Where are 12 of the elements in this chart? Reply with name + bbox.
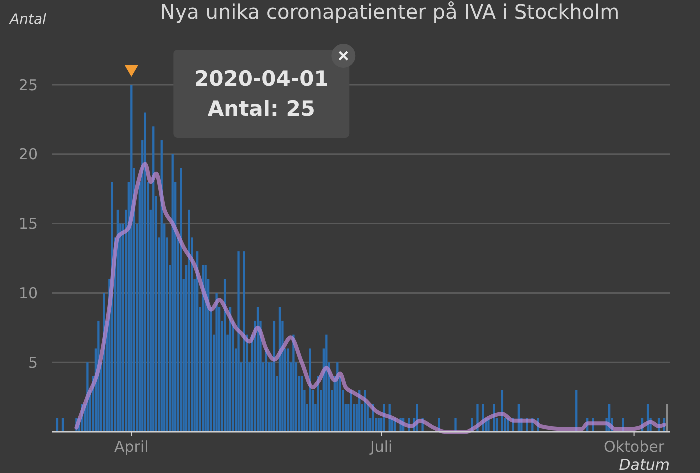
y-tick-label: 25 — [18, 76, 38, 94]
y-tick-label: 15 — [18, 215, 38, 234]
x-axis-title: Datum — [619, 456, 670, 473]
y-tick-label: 10 — [18, 284, 38, 302]
annotation: 2020-04-01 Antal: 25 — [194, 67, 329, 121]
x-tick-label: Oktober — [604, 438, 666, 456]
x-tick-label: Juli — [369, 438, 393, 456]
y-tick-label: 5 — [28, 354, 38, 372]
x-tick-label: April — [114, 438, 149, 456]
chart-title: Nya unika coronapatienter på IVA i Stockholm — [160, 0, 620, 24]
y-tick-label: 20 — [18, 146, 38, 164]
y-axis-title: Antal — [9, 12, 47, 28]
